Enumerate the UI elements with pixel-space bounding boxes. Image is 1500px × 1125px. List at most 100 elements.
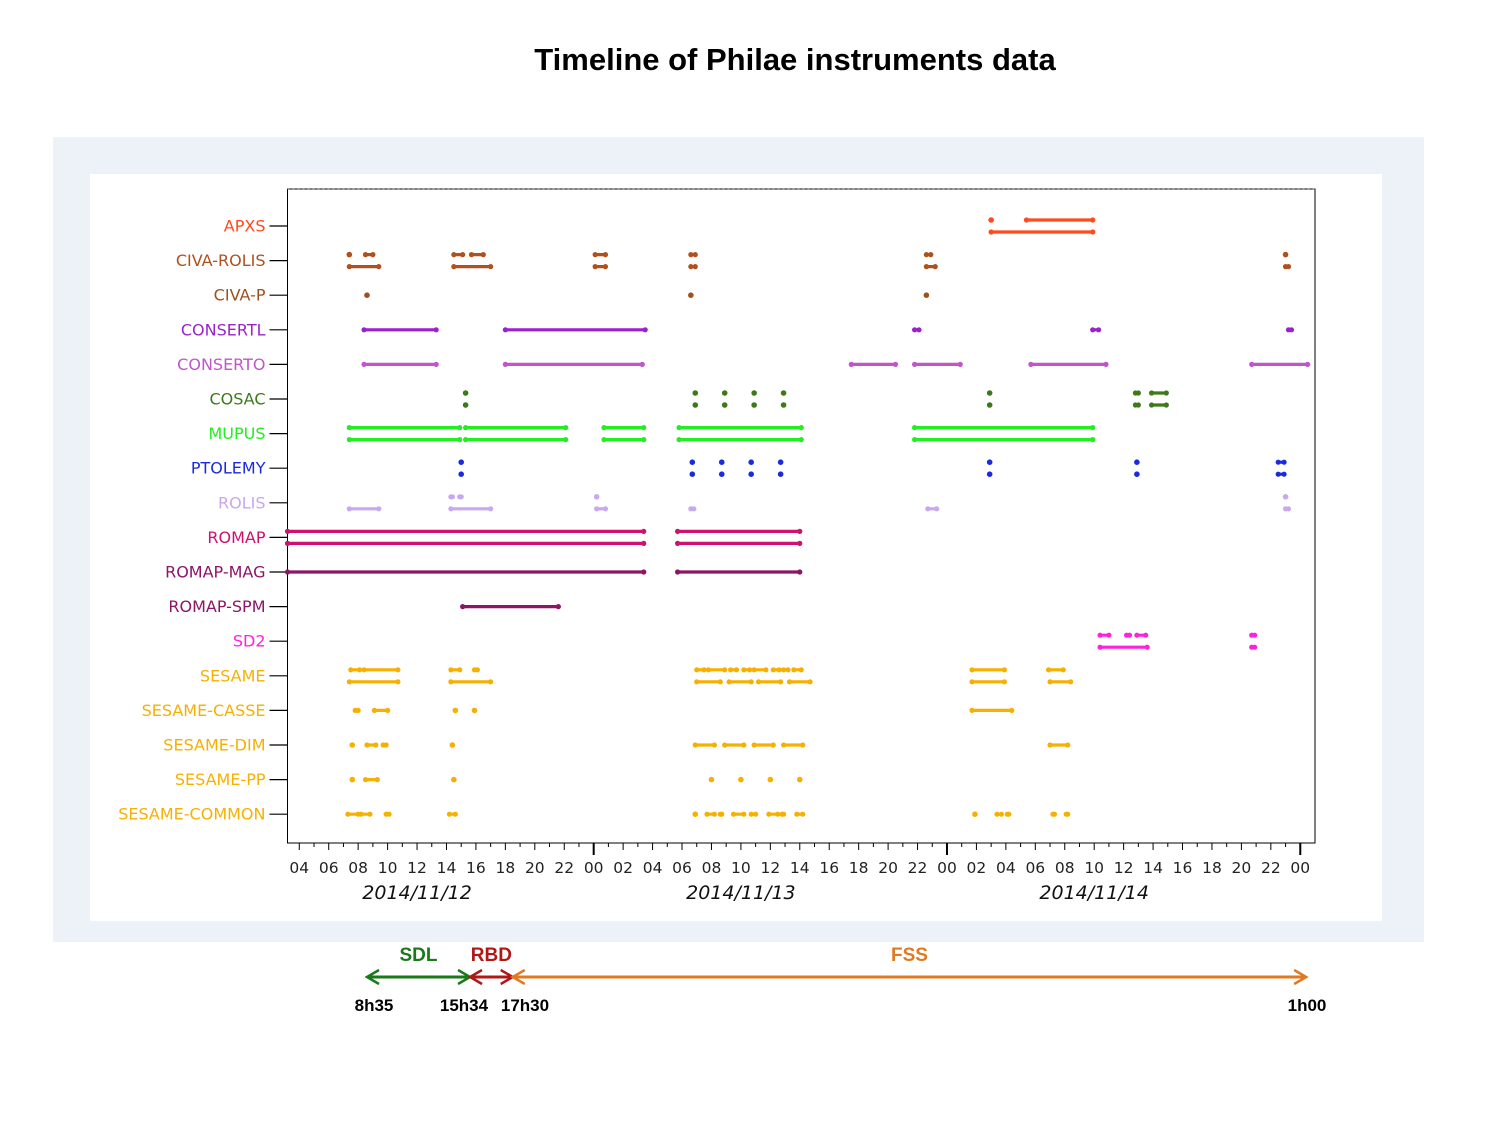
segment-end <box>1090 229 1096 235</box>
segment-start <box>361 327 367 333</box>
segment-start <box>1028 361 1034 367</box>
x-axis-ticks: 04 06 08 10 12 14 16 18 20 22 00 02 04 06 08 10 12 14 16 18… <box>289 843 1310 904</box>
segment-end <box>770 742 776 748</box>
segment-start <box>794 811 800 817</box>
segment-start <box>911 327 918 333</box>
x-tick-label: 10 <box>378 859 398 877</box>
segment-end <box>395 667 401 673</box>
segment-end <box>1006 811 1012 817</box>
segment-end <box>376 506 382 512</box>
segment-start <box>988 229 994 235</box>
phase-label-fss: FSS <box>891 945 928 966</box>
row-label-sesame-pp: SESAME-PP <box>175 770 266 789</box>
row-label-consertl: CONSERTL <box>181 320 266 339</box>
data-point <box>777 471 784 478</box>
segment-start <box>730 811 737 817</box>
data-point <box>972 811 978 817</box>
segment-end <box>800 742 806 748</box>
data-point <box>1282 494 1289 500</box>
segment-end <box>460 252 466 258</box>
segment-start <box>674 569 681 575</box>
segment-end <box>1163 390 1169 396</box>
segment-start <box>741 667 747 673</box>
segment-end <box>797 569 803 575</box>
data-point <box>796 776 803 783</box>
segment-end <box>797 528 803 535</box>
segment-end <box>555 604 561 610</box>
segment-start <box>704 811 710 817</box>
segment-end <box>457 667 463 673</box>
segment-end <box>376 264 382 270</box>
data-point <box>458 471 465 478</box>
segment-end <box>1143 632 1149 638</box>
segment-end <box>480 252 486 258</box>
data-point <box>777 459 784 466</box>
segment-start <box>346 506 352 512</box>
x-tick-label: 18 <box>849 859 869 877</box>
segment-end <box>701 667 707 673</box>
segment-end <box>641 425 647 431</box>
row-label-sesame-dim: SESAME-DIM <box>163 736 265 755</box>
segment-end <box>1065 742 1071 748</box>
segment-end <box>1281 471 1287 477</box>
data-point <box>718 471 725 478</box>
segment-start <box>1149 402 1155 408</box>
segment-start <box>770 667 776 673</box>
data-point <box>689 459 696 466</box>
x-tick-label: 06 <box>1025 859 1045 877</box>
segment-end <box>711 811 717 817</box>
data-point <box>986 459 993 466</box>
segment-start <box>592 264 598 270</box>
segment-end <box>741 742 747 748</box>
segment-start <box>592 252 598 258</box>
segment-end <box>1009 707 1015 714</box>
segment-end <box>1285 506 1292 512</box>
segment-end <box>1252 632 1258 638</box>
segment-end <box>386 811 392 817</box>
segment-end <box>488 506 494 512</box>
segment-start <box>463 437 469 443</box>
segment-start <box>448 667 454 673</box>
segment-start <box>923 252 929 258</box>
segment-start <box>451 252 457 258</box>
segment-end <box>957 361 963 367</box>
x-tick-label: 20 <box>525 859 545 877</box>
data-point <box>692 402 699 408</box>
date-label: 2014/11/14 <box>1039 882 1149 904</box>
segment-end <box>747 667 753 673</box>
data-point <box>738 776 744 783</box>
segment-end <box>1135 390 1141 396</box>
data-point <box>923 292 930 299</box>
segment-end <box>357 667 363 673</box>
data-point <box>721 390 728 396</box>
segment-start <box>468 252 475 258</box>
data-point <box>780 390 787 396</box>
segment-end <box>692 264 698 270</box>
data-point <box>1134 459 1140 466</box>
row-label-apxs: APXS <box>224 217 266 236</box>
x-tick-label: 20 <box>878 859 898 877</box>
segment-start <box>722 742 728 748</box>
row-label-civa-p: CIVA-P <box>214 286 266 305</box>
segment-end <box>733 667 740 673</box>
chart-area <box>90 174 1382 921</box>
segment-start <box>751 742 757 748</box>
segment-end <box>385 707 391 714</box>
data-point <box>718 459 725 466</box>
data-point <box>986 471 993 478</box>
segment-end <box>692 252 698 258</box>
segment-end <box>1252 644 1258 650</box>
plot-frame <box>287 188 1316 844</box>
segment-end <box>1001 679 1007 685</box>
segment-start <box>1249 361 1255 367</box>
segment-end <box>800 811 806 817</box>
x-tick-label: 22 <box>908 859 928 877</box>
data-point <box>462 390 469 396</box>
segment-start <box>1097 644 1103 650</box>
row-label-cosac: COSAC <box>209 390 265 409</box>
segment-start <box>451 264 457 270</box>
segment-start <box>727 667 734 673</box>
segment-end <box>778 679 784 685</box>
segment-start <box>791 667 797 673</box>
